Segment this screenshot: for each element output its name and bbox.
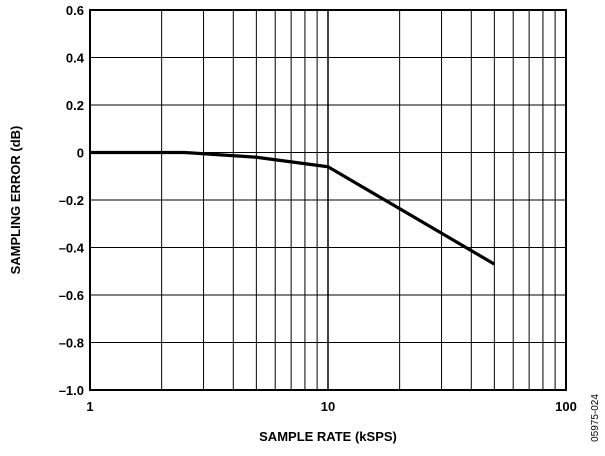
y-tick-label: –0.6 [59, 288, 84, 303]
y-tick-label: –0.2 [59, 193, 84, 208]
grid [90, 10, 566, 390]
x-tick-label: 1 [86, 399, 93, 414]
x-tick-label: 10 [321, 399, 335, 414]
x-tick-label: 100 [555, 399, 577, 414]
x-tick-labels: 1 10 100 [86, 399, 576, 414]
y-tick-label: –0.4 [59, 241, 85, 256]
x-axis-title: SAMPLE RATE (kSPS) [259, 429, 397, 444]
y-tick-label: 0.2 [66, 98, 84, 113]
y-tick-label: –0.8 [59, 336, 84, 351]
plot-frame [89, 9, 567, 391]
y-tick-label: 0.6 [66, 3, 84, 18]
y-tick-label: –1.0 [59, 383, 84, 398]
series-line [90, 150, 496, 266]
y-tick-labels: 0.6 0.4 0.2 0 –0.2 –0.4 –0.6 –0.8 –1.0 [59, 3, 85, 398]
y-axis-title: SAMPLING ERROR (dB) [8, 126, 23, 275]
y-tick-label: 0.4 [66, 51, 85, 66]
figure-code: 05975-024 [590, 394, 601, 442]
data-series [90, 150, 496, 266]
y-tick-label: 0 [77, 146, 84, 161]
